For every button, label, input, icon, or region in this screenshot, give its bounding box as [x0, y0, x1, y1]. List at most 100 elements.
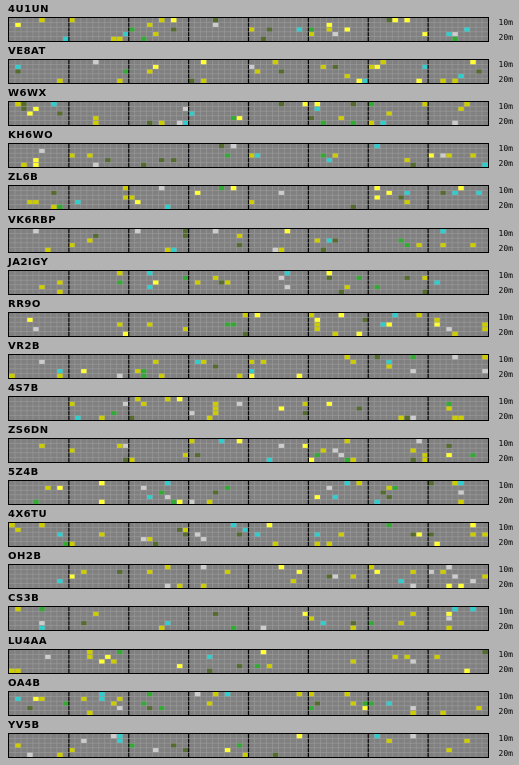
- propagation-grid: [8, 648, 489, 674]
- signal-cell: [26, 752, 33, 757]
- signal-cell: [410, 705, 417, 710]
- signal-cell: [206, 654, 213, 659]
- signal-cell: [212, 18, 219, 23]
- signal-cell: [260, 36, 267, 41]
- propagation-grid-svg: [9, 354, 488, 378]
- signal-cell: [482, 532, 488, 537]
- signal-cell: [134, 200, 141, 205]
- signal-cell: [68, 242, 75, 247]
- signal-cell: [368, 621, 375, 626]
- signal-cell: [140, 373, 147, 378]
- beacon-callsign: W6WX: [8, 88, 47, 100]
- signal-cell: [434, 541, 441, 547]
- signal-cell: [278, 406, 285, 411]
- signal-cell: [356, 481, 363, 486]
- propagation-grid: [8, 606, 489, 632]
- propagation-grid: [8, 395, 489, 421]
- signal-cell: [314, 317, 321, 322]
- signal-cell: [266, 27, 273, 32]
- signal-cell: [314, 494, 321, 500]
- signal-cell: [236, 373, 243, 378]
- signal-cell: [38, 625, 45, 631]
- signal-cell: [116, 705, 123, 710]
- signal-cell: [452, 607, 459, 612]
- signal-cell: [272, 752, 279, 757]
- signal-cell: [164, 481, 171, 486]
- signal-cell: [422, 288, 429, 294]
- signal-cell: [158, 373, 165, 378]
- signal-cell: [9, 373, 15, 378]
- signal-cell: [308, 115, 315, 121]
- signal-cell: [464, 102, 471, 107]
- signal-cell: [212, 406, 219, 411]
- propagation-grid: [8, 101, 489, 127]
- signal-cell: [32, 499, 39, 505]
- signal-cell: [470, 579, 477, 584]
- signal-cell: [290, 579, 297, 584]
- band-label-bottom: 20m: [498, 33, 513, 42]
- signal-cell: [410, 733, 417, 739]
- signal-cell: [9, 667, 15, 673]
- signal-cell: [326, 27, 333, 32]
- signal-cell: [332, 153, 339, 159]
- signal-cell: [146, 284, 153, 289]
- signal-cell: [332, 574, 339, 580]
- signal-cell: [404, 158, 411, 163]
- beacon-callsign: VK6RBP: [8, 214, 57, 226]
- signal-cell: [248, 64, 255, 70]
- signal-cell: [428, 481, 435, 486]
- band-label-top: 10m: [498, 691, 513, 701]
- signal-cell: [194, 532, 201, 537]
- signal-cell: [140, 368, 147, 374]
- signal-cell: [356, 275, 363, 280]
- signal-cell: [206, 499, 213, 505]
- beacon-callsign: YV5B: [8, 719, 40, 731]
- signal-cell: [26, 705, 33, 710]
- signal-cell: [242, 527, 249, 533]
- signal-cell: [446, 583, 453, 589]
- signal-cell: [464, 667, 471, 673]
- signal-cell: [110, 700, 117, 706]
- signal-cell: [410, 457, 417, 462]
- band-label-bottom: 20m: [498, 622, 513, 632]
- beacon-row: ZS6DN 10m 20m: [0, 425, 519, 467]
- signal-cell: [182, 106, 189, 112]
- signal-cell: [146, 494, 153, 500]
- beacon-row: W6WX 10m 20m: [0, 88, 519, 130]
- signal-cell: [278, 246, 285, 252]
- signal-cell: [68, 18, 75, 23]
- band-label-top: 10m: [498, 60, 513, 70]
- signal-cell: [98, 532, 105, 537]
- signal-cell: [296, 27, 303, 32]
- beacon-row: 4U1UN 10m 20m: [0, 4, 519, 46]
- propagation-grid-svg: [9, 144, 488, 168]
- band-label-bottom: 20m: [498, 159, 513, 169]
- signal-cell: [446, 611, 453, 617]
- signal-cell: [482, 326, 488, 332]
- signal-cell: [176, 527, 183, 533]
- band-label-bottom: 20m: [498, 706, 513, 716]
- signal-cell: [422, 31, 429, 37]
- signal-cell: [338, 532, 345, 537]
- signal-cell: [302, 443, 309, 449]
- beacon-callsign: CS3B: [8, 593, 40, 605]
- signal-cell: [38, 607, 45, 612]
- signal-cell: [122, 69, 129, 74]
- signal-cell: [20, 162, 27, 168]
- beacon-row: RR9O 10m 20m: [0, 299, 519, 341]
- signal-cell: [356, 331, 363, 336]
- beacon-callsign: OA4B: [8, 677, 41, 689]
- signal-cell: [212, 228, 219, 234]
- signal-cell: [86, 649, 93, 655]
- propagation-grid-svg: [9, 565, 488, 589]
- signal-cell: [62, 541, 69, 547]
- signal-cell: [326, 401, 333, 407]
- signal-cell: [320, 64, 327, 70]
- signal-cell: [482, 162, 488, 168]
- signal-cell: [314, 102, 321, 107]
- signal-cell: [9, 523, 15, 528]
- signal-cell: [56, 579, 63, 584]
- band-label-top: 10m: [498, 228, 513, 238]
- band-label-bottom: 20m: [498, 327, 513, 337]
- signal-cell: [98, 499, 105, 505]
